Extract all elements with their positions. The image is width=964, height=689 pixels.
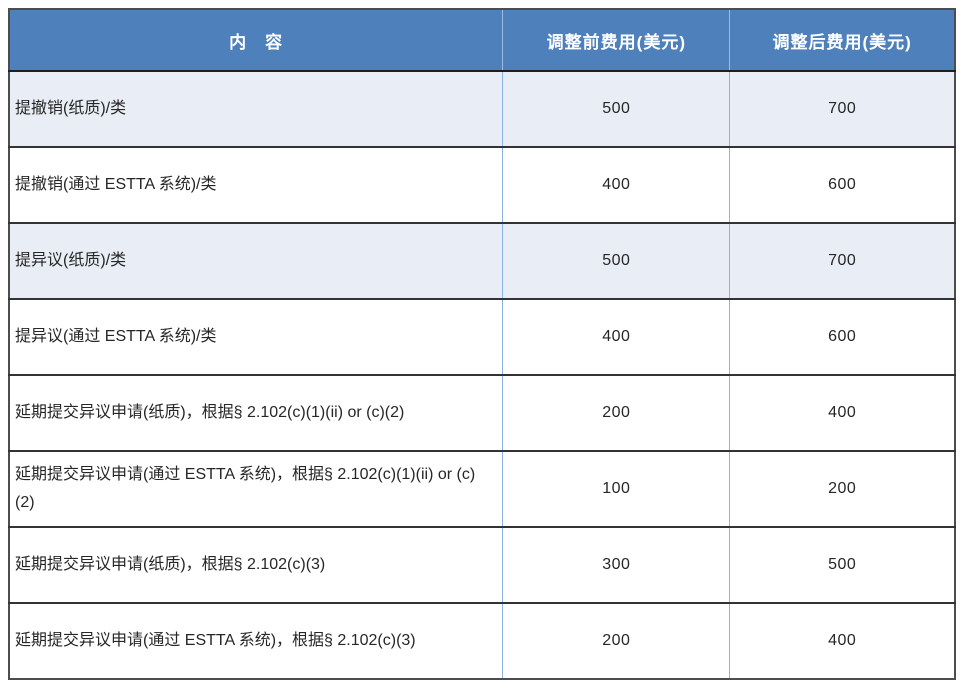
cell-fee-before: 300 <box>502 526 730 603</box>
cell-fee-before: 100 <box>502 450 730 527</box>
table-row: 延期提交异议申请(纸质)，根据§ 2.102(c)(3) 300 500 <box>9 526 955 603</box>
cell-fee-after: 700 <box>729 71 955 147</box>
table-header-row: 内 容 调整前费用(美元) 调整后费用(美元) <box>9 9 955 72</box>
cell-fee-after: 400 <box>729 374 955 451</box>
cell-content: 提撤销(纸质)/类 <box>9 71 503 147</box>
cell-fee-before: 400 <box>502 298 730 375</box>
table-row: 提异议(纸质)/类 500 700 <box>9 222 955 299</box>
cell-content: 延期提交异议申请(通过 ESTTA 系统)，根据§ 2.102(c)(1)(ii… <box>9 450 503 527</box>
table-row: 提撤销(纸质)/类 500 700 <box>9 71 955 147</box>
cell-fee-before: 500 <box>502 71 730 147</box>
cell-fee-after: 400 <box>729 602 955 679</box>
cell-fee-before: 400 <box>502 146 730 223</box>
header-content: 内 容 <box>9 9 503 72</box>
cell-fee-before: 200 <box>502 374 730 451</box>
cell-fee-before: 200 <box>502 602 730 679</box>
fee-adjustment-table: 内 容 调整前费用(美元) 调整后费用(美元) 提撤销(纸质)/类 500 700 提… <box>8 8 956 680</box>
cell-fee-before: 500 <box>502 222 730 299</box>
table-row: 提异议(通过 ESTTA 系统)/类 400 600 <box>9 298 955 375</box>
header-fee-before: 调整前费用(美元) <box>502 9 730 72</box>
cell-content: 延期提交异议申请(纸质)，根据§ 2.102(c)(1)(ii) or (c)(… <box>9 374 503 451</box>
table-row: 延期提交异议申请(纸质)，根据§ 2.102(c)(1)(ii) or (c)(… <box>9 374 955 451</box>
cell-content: 提撤销(通过 ESTTA 系统)/类 <box>9 146 503 223</box>
cell-fee-after: 200 <box>729 450 955 527</box>
cell-content: 提异议(纸质)/类 <box>9 222 503 299</box>
cell-content: 提异议(通过 ESTTA 系统)/类 <box>9 298 503 375</box>
cell-fee-after: 600 <box>729 146 955 223</box>
header-fee-after: 调整后费用(美元) <box>729 9 955 72</box>
table-row: 延期提交异议申请(通过 ESTTA 系统)，根据§ 2.102(c)(1)(ii… <box>9 450 955 527</box>
cell-fee-after: 500 <box>729 526 955 603</box>
cell-content: 延期提交异议申请(通过 ESTTA 系统)，根据§ 2.102(c)(3) <box>9 602 503 679</box>
cell-fee-after: 600 <box>729 298 955 375</box>
cell-fee-after: 700 <box>729 222 955 299</box>
table-row: 延期提交异议申请(通过 ESTTA 系统)，根据§ 2.102(c)(3) 200… <box>9 602 955 679</box>
cell-content: 延期提交异议申请(纸质)，根据§ 2.102(c)(3) <box>9 526 503 603</box>
table-row: 提撤销(通过 ESTTA 系统)/类 400 600 <box>9 146 955 223</box>
